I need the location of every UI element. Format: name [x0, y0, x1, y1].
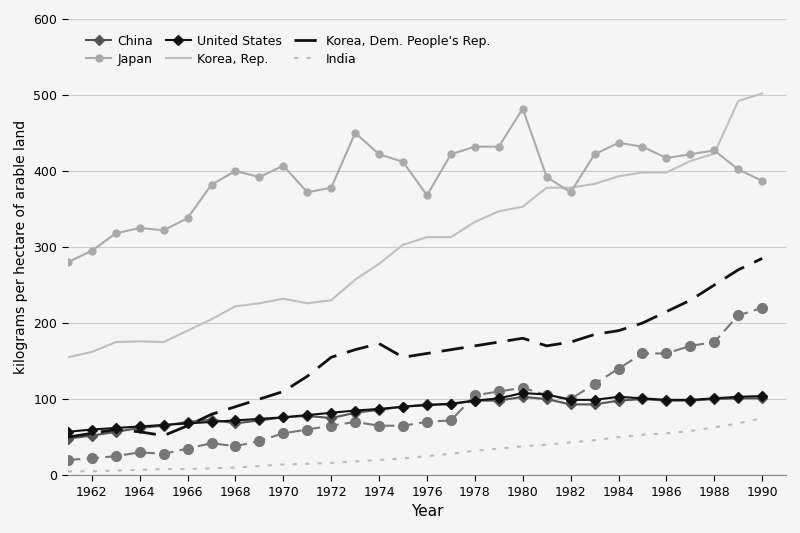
Legend: China, Japan, United States, Korea, Rep., Korea, Dem. People's Rep., India: China, Japan, United States, Korea, Rep.… — [82, 30, 495, 71]
Y-axis label: kilograms per hectare of arable land: kilograms per hectare of arable land — [14, 120, 28, 374]
X-axis label: Year: Year — [410, 504, 443, 519]
